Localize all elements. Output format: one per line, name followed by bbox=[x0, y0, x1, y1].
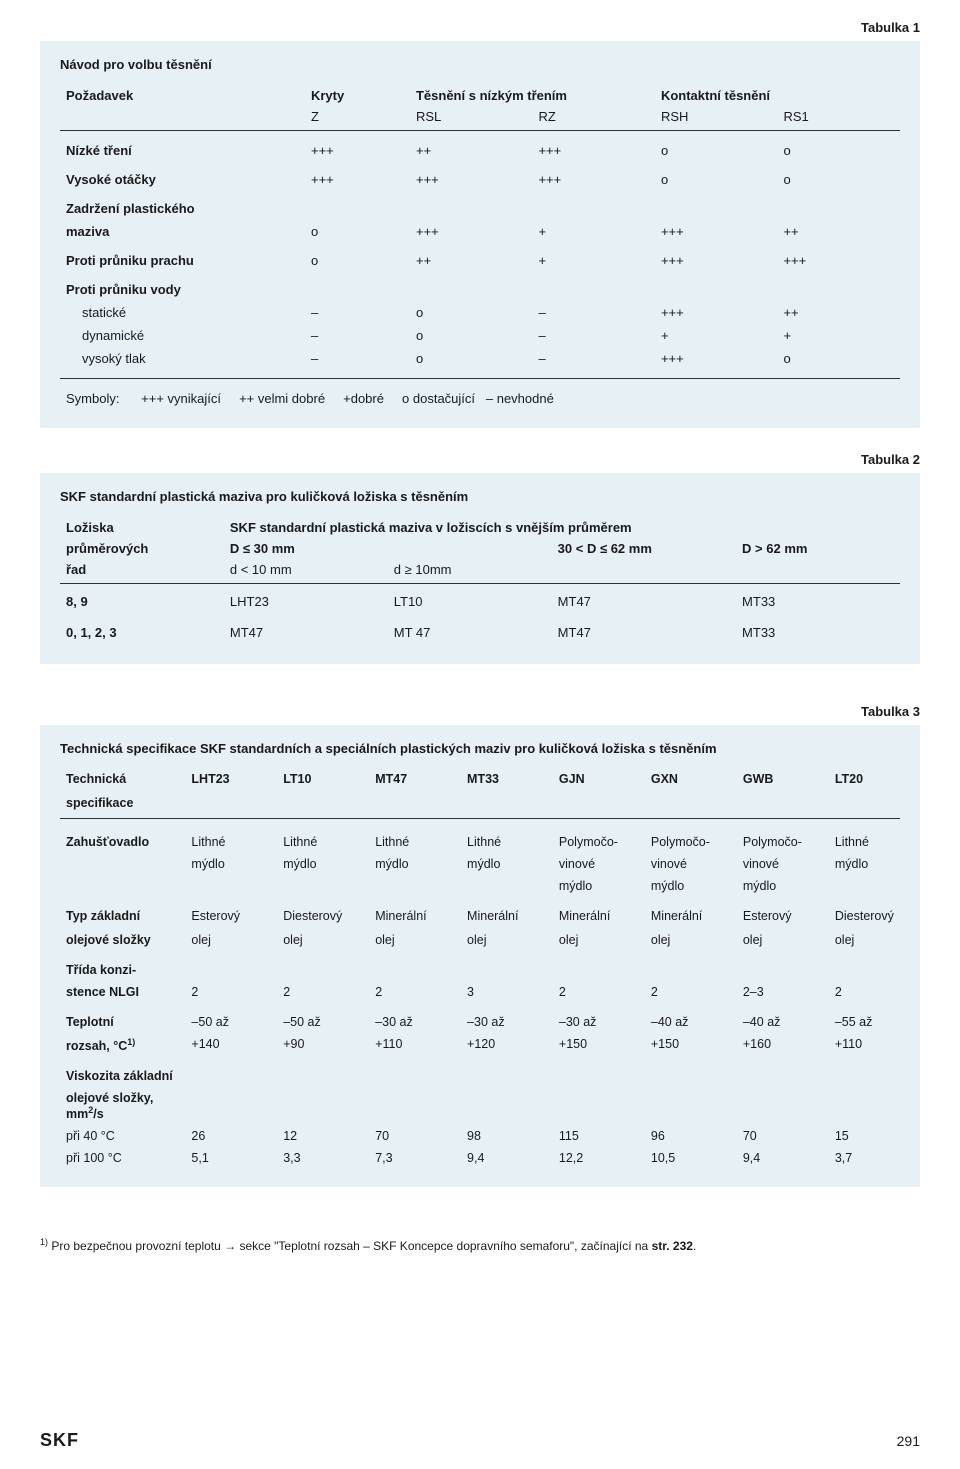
t1-h-req: Požadavek bbox=[60, 84, 305, 105]
table-row: Proti průniku prachu o+++++++++ bbox=[60, 243, 900, 272]
table-row: 0, 1, 2, 3 MT47MT 47MT47MT33 bbox=[60, 615, 900, 646]
table1: Požadavek Kryty Těsnění s nízkým třením … bbox=[60, 84, 900, 410]
table-row: mýdlomýdlomýdlomýdlovinovévinovévinovémý… bbox=[60, 853, 900, 875]
arrow-icon: → bbox=[224, 1239, 236, 1253]
table-row: olejové složky olejolejolejolejolejolejo… bbox=[60, 929, 900, 951]
table-row: statické –o–+++++ bbox=[60, 301, 900, 324]
table-row: olejové složky, mm2/s bbox=[60, 1087, 900, 1125]
t1-h-Z: Z bbox=[305, 105, 410, 131]
t3-h-mt33: MT33 bbox=[461, 768, 553, 790]
table2-panel: SKF standardní plastická maziva pro kuli… bbox=[40, 473, 920, 664]
table1-title: Návod pro volbu těsnění bbox=[60, 57, 900, 72]
table-row: Zadržení plastického bbox=[60, 191, 900, 220]
table3: Technická LHT23 LT10 MT47 MT33 GJN GXN G… bbox=[60, 768, 900, 1169]
t3-h-spec1: Technická bbox=[60, 768, 185, 790]
table-row: rozsah, °C1) +140+90+110+120+150+150+160… bbox=[60, 1033, 900, 1057]
table-row: 8, 9 LHT23LT10MT47MT33 bbox=[60, 584, 900, 616]
t2-h-c2a: D ≤ 30 mm bbox=[224, 537, 388, 558]
t1-h-lowfric: Těsnění s nízkým třením bbox=[410, 84, 655, 105]
table-row: dynamické –o–++ bbox=[60, 324, 900, 347]
table-row: maziva o+++++++++ bbox=[60, 220, 900, 243]
t3-h-mt47: MT47 bbox=[369, 768, 461, 790]
table3-label: Tabulka 3 bbox=[40, 704, 920, 719]
table-row: Zahušťovadlo LithnéLithnéLithnéLithnéPol… bbox=[60, 819, 900, 854]
t1-legend: Symboly: +++ vynikající ++ velmi dobré +… bbox=[60, 379, 900, 411]
t3-h-gwb: GWB bbox=[737, 768, 829, 790]
t3-h-gxn: GXN bbox=[645, 768, 737, 790]
t2-h-c5a: D > 62 mm bbox=[736, 537, 900, 558]
t2-h-c3b: d ≥ 10mm bbox=[388, 558, 552, 584]
t1-h-RSH: RSH bbox=[655, 105, 777, 131]
t2-h-span: SKF standardní plastická maziva v ložisc… bbox=[224, 516, 900, 537]
t1-h-RZ: RZ bbox=[532, 105, 654, 131]
table-row: vysoký tlak –o–+++o bbox=[60, 347, 900, 379]
t2-h-c2b: d < 10 mm bbox=[224, 558, 388, 584]
table-row: Viskozita základní bbox=[60, 1057, 900, 1087]
t2-h-c1c: řad bbox=[60, 558, 224, 584]
t3-h-gjn: GJN bbox=[553, 768, 645, 790]
table1-label: Tabulka 1 bbox=[40, 20, 920, 35]
table-row: stence NLGI 2223222–32 bbox=[60, 981, 900, 1003]
table-row: při 40 °C 26127098115967015 bbox=[60, 1125, 900, 1147]
t3-h-lt10: LT10 bbox=[277, 768, 369, 790]
footnote: 1) Pro bezpečnou provozní teplotu → sekc… bbox=[40, 1237, 920, 1253]
t2-h-c4a: 30 < D ≤ 62 mm bbox=[552, 537, 736, 558]
table-row: mýdlomýdlomýdlo bbox=[60, 875, 900, 897]
t3-h-lht23: LHT23 bbox=[185, 768, 277, 790]
table2-label: Tabulka 2 bbox=[40, 452, 920, 467]
t2-h-c1a: Ložiska bbox=[60, 516, 224, 537]
page-footer: SKF 291 bbox=[40, 1430, 920, 1451]
table3-panel: Technická specifikace SKF standardních a… bbox=[40, 725, 920, 1187]
table-row: Typ základní EsterovýDiesterovýMinerální… bbox=[60, 897, 900, 929]
page-number: 291 bbox=[897, 1433, 920, 1449]
table-row: Nízké tření ++++++++oo bbox=[60, 131, 900, 163]
table-row: Teplotní –50 až–50 až–30 až–30 až–30 až–… bbox=[60, 1003, 900, 1033]
table-row: Proti průniku vody bbox=[60, 272, 900, 301]
table3-title: Technická specifikace SKF standardních a… bbox=[60, 741, 900, 756]
t3-h-lt20: LT20 bbox=[829, 768, 900, 790]
table1-panel: Návod pro volbu těsnění Požadavek Kryty … bbox=[40, 41, 920, 428]
table-row: Vysoké otáčky +++++++++oo bbox=[60, 162, 900, 191]
t3-h-spec2: specifikace bbox=[60, 790, 185, 819]
table-row: při 100 °C 5,13,37,39,412,210,59,43,7 bbox=[60, 1147, 900, 1169]
t1-h-contact: Kontaktní těsnění bbox=[655, 84, 900, 105]
t2-h-c1b: průměrových bbox=[60, 537, 224, 558]
t1-h-RSL: RSL bbox=[410, 105, 532, 131]
table2: Ložiska SKF standardní plastická maziva … bbox=[60, 516, 900, 646]
t1-h-kryty: Kryty bbox=[305, 84, 410, 105]
table-row: Třída konzi- bbox=[60, 951, 900, 981]
t1-h-RS1: RS1 bbox=[777, 105, 900, 131]
table2-title: SKF standardní plastická maziva pro kuli… bbox=[60, 489, 900, 504]
skf-logo: SKF bbox=[40, 1430, 79, 1451]
